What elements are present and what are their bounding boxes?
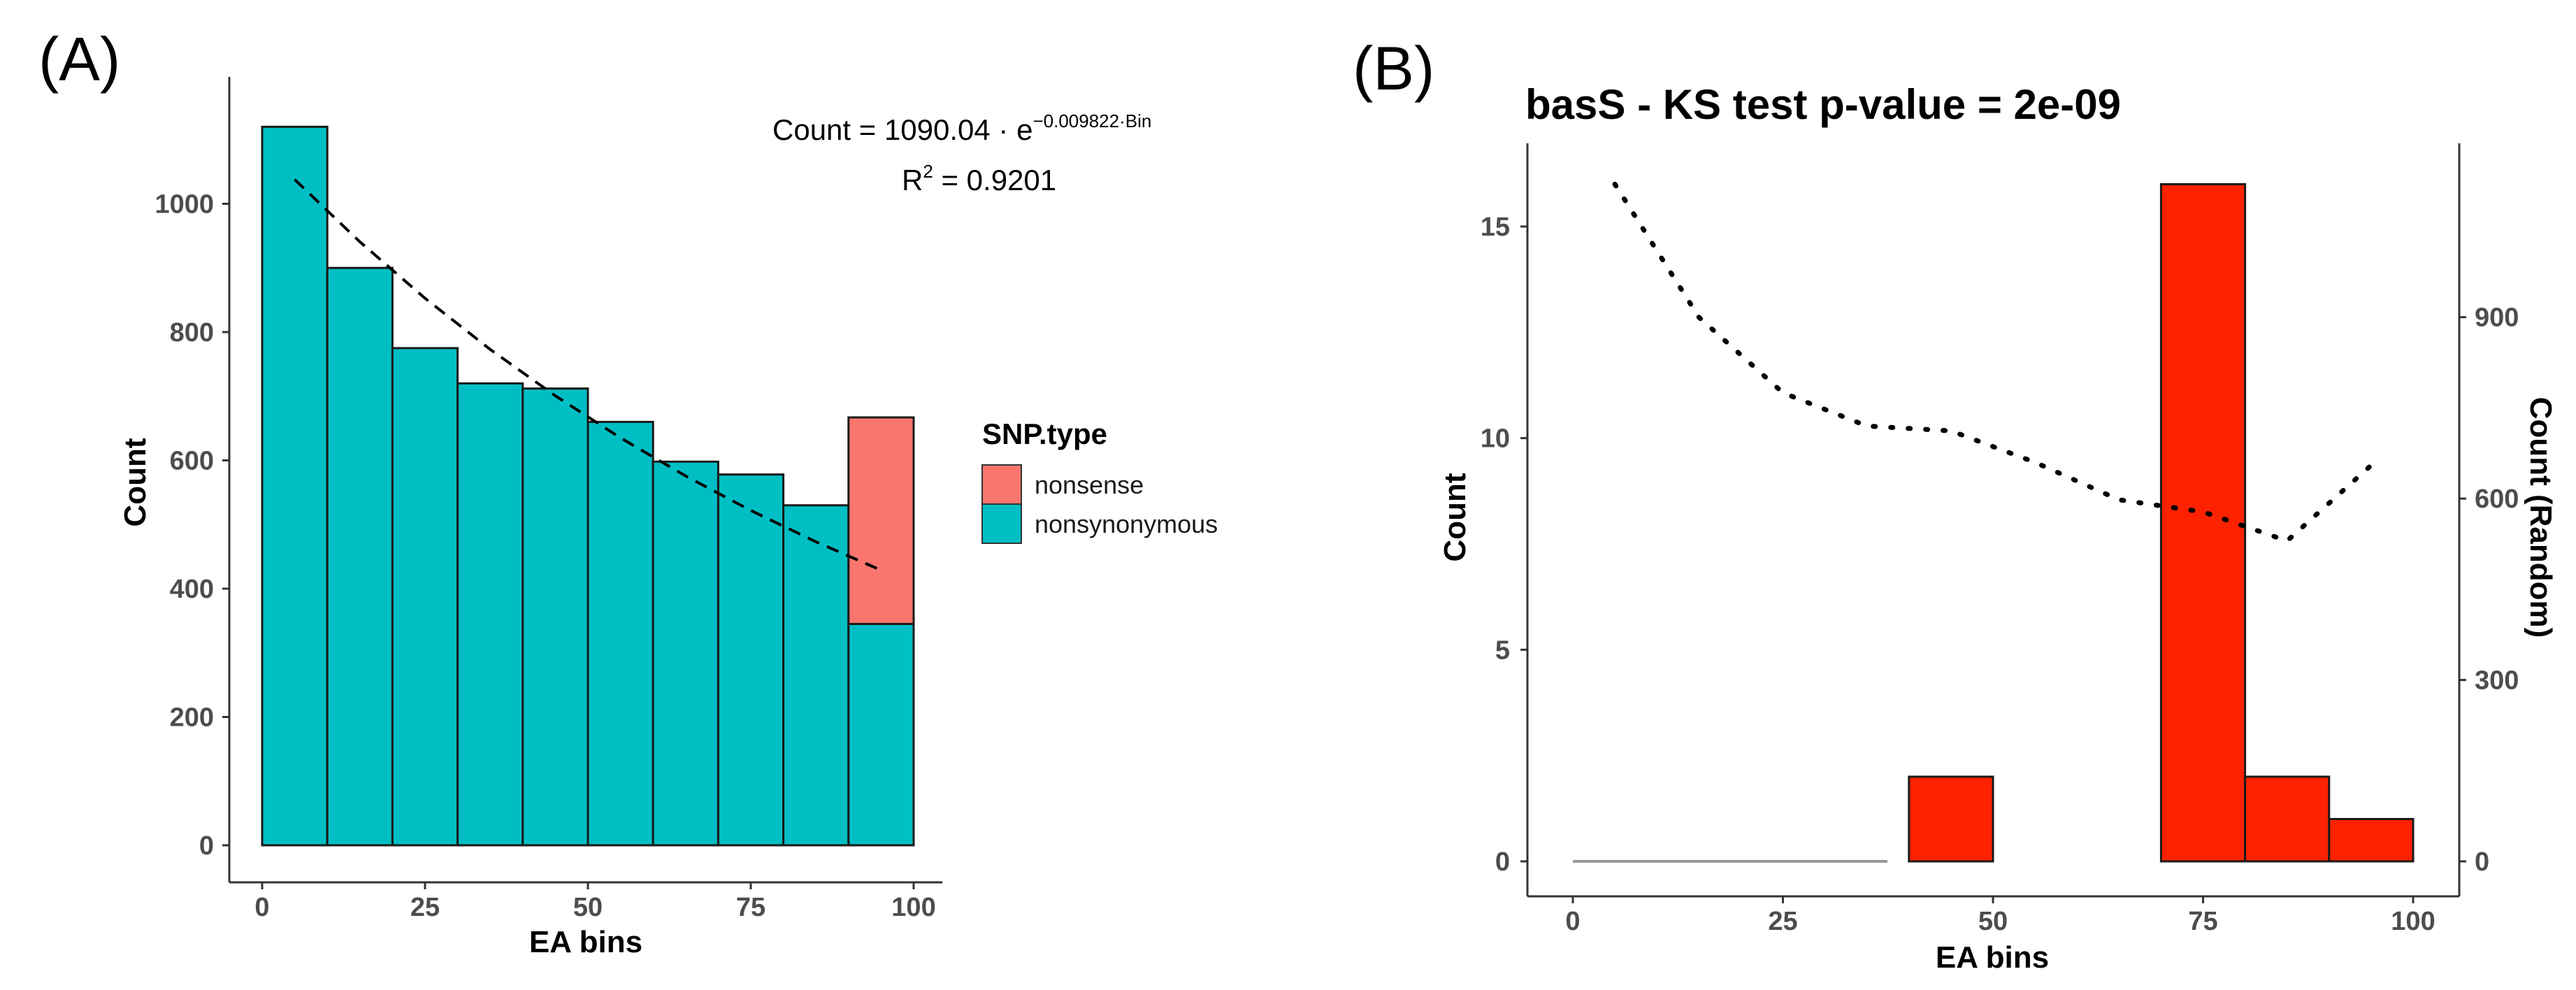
legend-swatch-nonsynonymous xyxy=(981,503,1022,544)
legend-title: SNP.type xyxy=(982,417,1107,450)
a-x-tick-label: 25 xyxy=(410,893,440,922)
a-bar-nonsense xyxy=(847,416,915,625)
b-y2-tick-label: 600 xyxy=(2475,485,2519,514)
a-bars xyxy=(261,125,915,847)
b-x-tick-label: 25 xyxy=(1768,907,1797,936)
legend-label-nonsense: nonsense xyxy=(1035,471,1144,499)
b-y2-tick-label: 300 xyxy=(2475,666,2519,696)
panel-label-a: (A) xyxy=(38,24,120,94)
b-y2-tick-label: 900 xyxy=(2475,303,2519,333)
b-x-axis-title: EA bins xyxy=(1936,940,2049,975)
b-y-tick-label: 15 xyxy=(1481,213,1510,242)
b-bar xyxy=(2244,775,2331,863)
b-bar xyxy=(1908,775,1994,863)
a-y-tick-label: 1000 xyxy=(154,189,214,219)
b-y-ticks: 0 5 10 15 xyxy=(1481,213,1527,877)
a-y-tick-label: 800 xyxy=(170,318,214,347)
a-legend: SNP.type nonsense nonsynonymous xyxy=(981,417,1218,544)
b-x-tick-label: 0 xyxy=(1565,907,1580,936)
b-y2-axis-title: Count (Random) xyxy=(2524,397,2558,638)
b-chart-title: basS - KS test p-value = 2e-09 xyxy=(1525,81,2121,128)
a-x-tick-label: 100 xyxy=(891,893,935,922)
b-y-tick-label: 0 xyxy=(1495,847,1510,877)
a-bar-nonsynonymous xyxy=(847,622,915,847)
a-bar-nonsynonymous xyxy=(261,125,329,847)
panel-b-chart: basS - KS test p-value = 2e-09 0 5 10 15 0 3… xyxy=(1438,81,2558,975)
a-y-ticks: 0 200 400 600 800 1000 xyxy=(154,189,229,861)
b-y2-ticks: 0 300 600 900 xyxy=(2459,303,2519,877)
a-y-tick-label: 600 xyxy=(170,446,214,475)
a-r2-prefix: R xyxy=(902,164,923,196)
a-x-tick-label: 50 xyxy=(573,893,603,922)
b-x-tick-label: 100 xyxy=(2391,907,2435,936)
a-bar-nonsynonymous xyxy=(391,347,459,847)
a-bar-nonsynonymous xyxy=(717,473,785,847)
a-y-tick-label: 400 xyxy=(170,575,214,604)
b-x-tick-label: 75 xyxy=(2188,907,2217,936)
b-y-axis-title: Count xyxy=(1438,473,1472,561)
a-x-ticks: 0 25 50 75 100 xyxy=(254,882,936,922)
a-x-tick-label: 75 xyxy=(736,893,765,922)
b-x-tick-label: 50 xyxy=(1978,907,2008,936)
b-bars xyxy=(1908,182,2415,863)
a-y-tick-label: 0 xyxy=(199,831,214,861)
a-bar-nonsynonymous xyxy=(326,266,394,847)
a-x-axis-title: EA bins xyxy=(529,925,642,959)
a-y-axis-title: Count xyxy=(118,438,152,526)
a-equation: Count = 1090.04 · e−0.009822·Bin xyxy=(772,110,1151,146)
b-bar xyxy=(2159,182,2247,863)
a-bar-nonsynonymous xyxy=(652,460,719,847)
a-bar-nonsynonymous xyxy=(587,420,654,847)
a-y-tick-label: 200 xyxy=(170,703,214,732)
legend-swatch-nonsense xyxy=(981,464,1022,505)
a-equation-exponent: −0.009822·Bin xyxy=(1032,110,1151,131)
a-r2-value: = 0.9201 xyxy=(933,164,1056,196)
panel-label-b: (B) xyxy=(1353,34,1434,103)
panel-a-chart: 0 200 400 600 800 1000 0 25 50 75 100 EA bins Cou… xyxy=(118,77,1218,959)
b-y-tick-label: 5 xyxy=(1495,636,1510,665)
a-r-squared: R2 = 0.9201 xyxy=(902,161,1056,196)
a-fit-line xyxy=(294,178,882,572)
b-y2-tick-label: 0 xyxy=(2475,847,2489,877)
b-x-ticks: 0 25 50 75 100 xyxy=(1565,896,2435,936)
a-bar-nonsynonymous xyxy=(521,387,589,847)
a-bar-nonsynonymous xyxy=(456,382,524,847)
b-random-line xyxy=(1612,181,2374,544)
b-y-tick-label: 10 xyxy=(1481,424,1510,454)
legend-label-nonsynonymous: nonsynonymous xyxy=(1035,510,1218,538)
a-equation-lhs: Count = 1090.04 · e xyxy=(772,113,1032,146)
b-bar xyxy=(2328,817,2415,863)
a-r2-sup: 2 xyxy=(923,161,933,182)
a-bar-nonsynonymous xyxy=(782,504,850,847)
a-x-tick-label: 0 xyxy=(254,893,269,922)
